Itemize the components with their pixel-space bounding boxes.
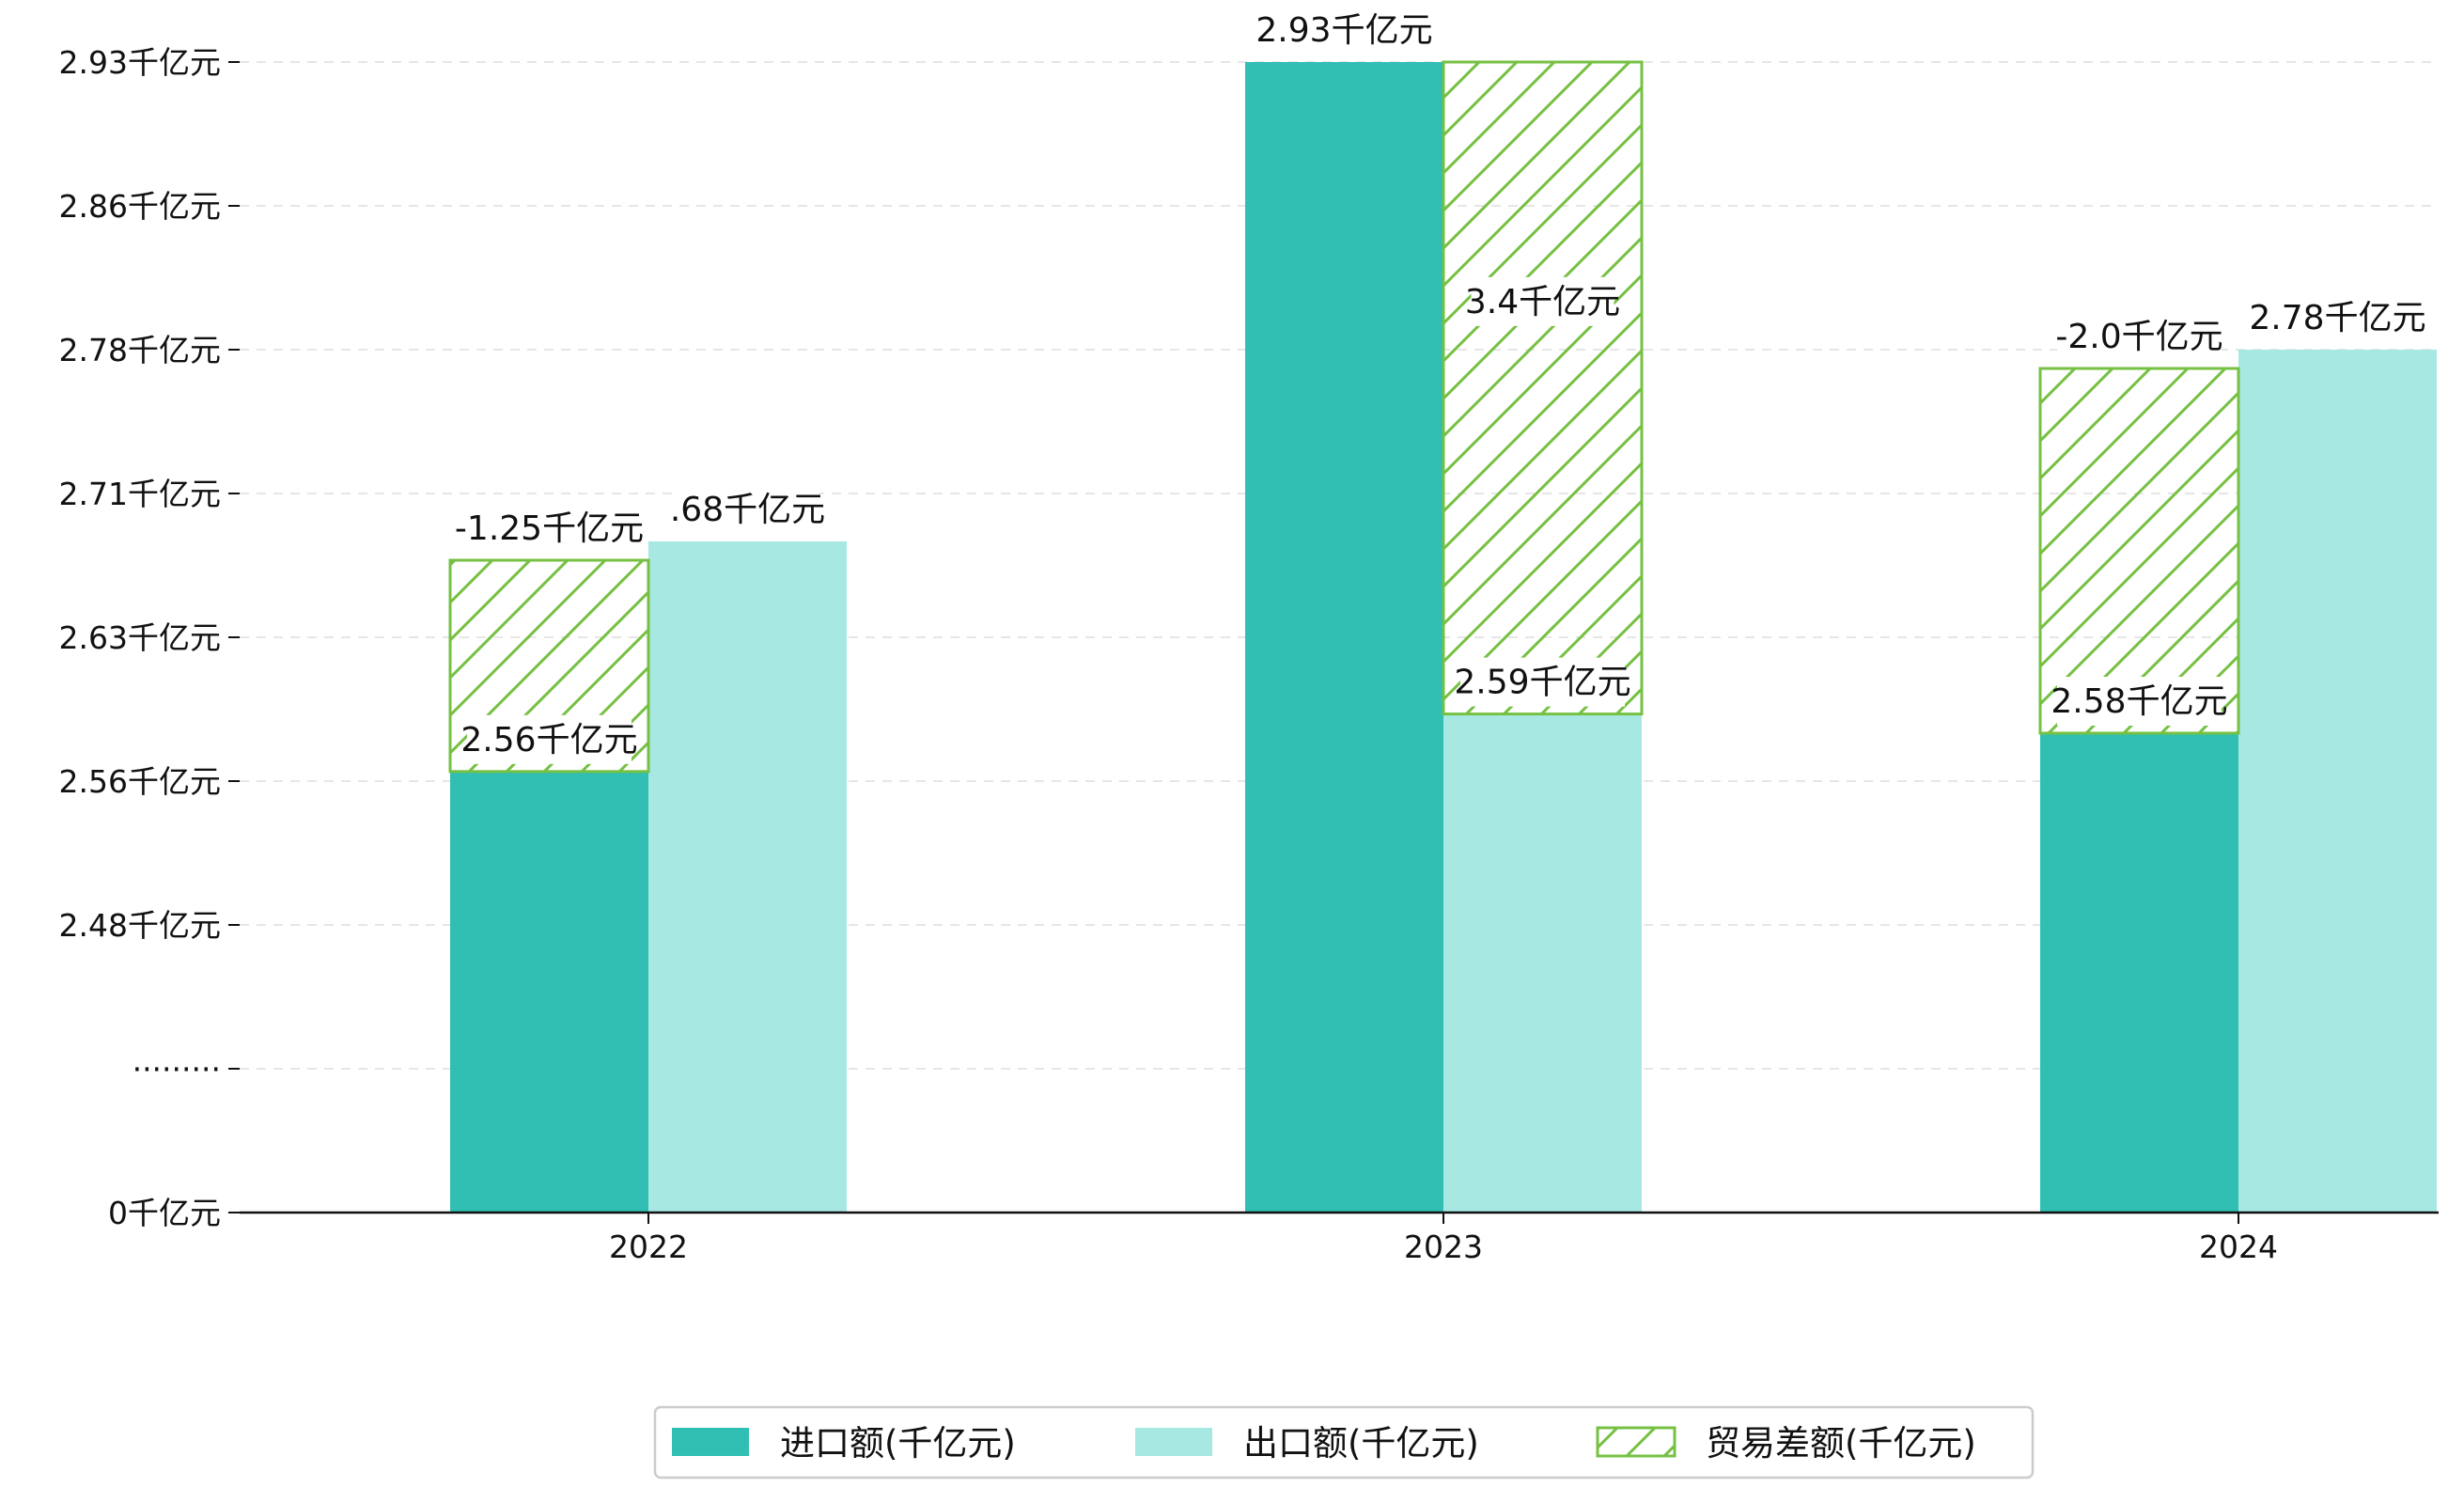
legend-box: [653, 1405, 2035, 1480]
legend-label: 进口额(千亿元): [780, 1423, 1016, 1464]
legend-label: 贸易差额(千亿元): [1706, 1423, 1976, 1464]
y-tick-label: 2.86千亿元: [59, 188, 221, 225]
y-tick-label: 2.48千亿元: [59, 907, 221, 944]
bar-balance-2024: [2038, 367, 2240, 735]
bar-import-2023: [1245, 62, 1443, 1213]
legend-swatch: [1135, 1428, 1212, 1456]
label-import-2024-bg: [2057, 677, 2222, 726]
label-import-2022-bg: [467, 714, 632, 764]
bar-import-2022: [450, 771, 648, 1213]
legend-swatch: [1596, 1426, 1676, 1458]
label-export-2023: 2.59千亿元: [1454, 664, 1630, 702]
y-tick-label: 2.63千亿元: [59, 619, 221, 656]
y-tick-label: 2.71千亿元: [59, 476, 221, 512]
label-import-2023-bg: [1262, 6, 1427, 55]
data-labels: 2.56千亿元 .68千亿元 -1.25千亿元 2.93千亿元 2.59千亿元 3.4千亿…: [455, 6, 2426, 764]
bar-export-2022: [648, 541, 847, 1213]
label-export-2023-bg: [1460, 657, 1625, 707]
y-tick-label: 2.56千亿元: [59, 763, 221, 800]
axes: 0千亿元 ········· 2.48千亿元 2.56千亿元 2.63千亿元 2.71千亿…: [59, 44, 2439, 1265]
x-tick-label: 2022: [609, 1229, 688, 1265]
y-tick-label: ·········: [133, 1051, 221, 1088]
bars: [448, 60, 2437, 1213]
label-balance-2024: -2.0千亿元: [2055, 318, 2222, 356]
label-balance-2024-bg: [2057, 312, 2222, 361]
label-import-2024: 2.58千亿元: [2051, 682, 2227, 721]
legend-swatch: [672, 1428, 749, 1456]
label-balance-2023: 3.4千亿元: [1465, 283, 1620, 321]
x-tick-label: 2024: [2199, 1229, 2278, 1265]
bar-export-2024: [2238, 350, 2437, 1213]
label-balance-2022: -1.25千亿元: [455, 509, 644, 548]
bar-import-2024: [2040, 733, 2238, 1213]
label-import-2022: 2.56千亿元: [460, 721, 637, 759]
x-tick-label: 2023: [1404, 1229, 1483, 1265]
legend: 进口额(千亿元) 出口额(千亿元) 贸易差额(千亿元): [653, 1405, 2035, 1480]
bar-balance-2023: [1442, 60, 1644, 716]
label-balance-2023-bg: [1471, 276, 1614, 326]
label-export-2022: .68千亿元: [670, 491, 825, 529]
y-tick-label: 2.93千亿元: [59, 44, 221, 81]
y-tick-label: 0千亿元: [108, 1195, 221, 1231]
label-export-2024: 2.78千亿元: [2249, 299, 2425, 337]
label-export-2024-bg: [2255, 293, 2420, 342]
label-export-2022-bg: [676, 485, 819, 534]
y-tick-label: 2.78千亿元: [59, 332, 221, 368]
legend-label: 出口额(千亿元): [1243, 1423, 1479, 1464]
label-import-2023: 2.93千亿元: [1255, 11, 1432, 50]
label-balance-2022-bg: [456, 504, 643, 553]
bar-export-2023: [1443, 713, 1642, 1213]
